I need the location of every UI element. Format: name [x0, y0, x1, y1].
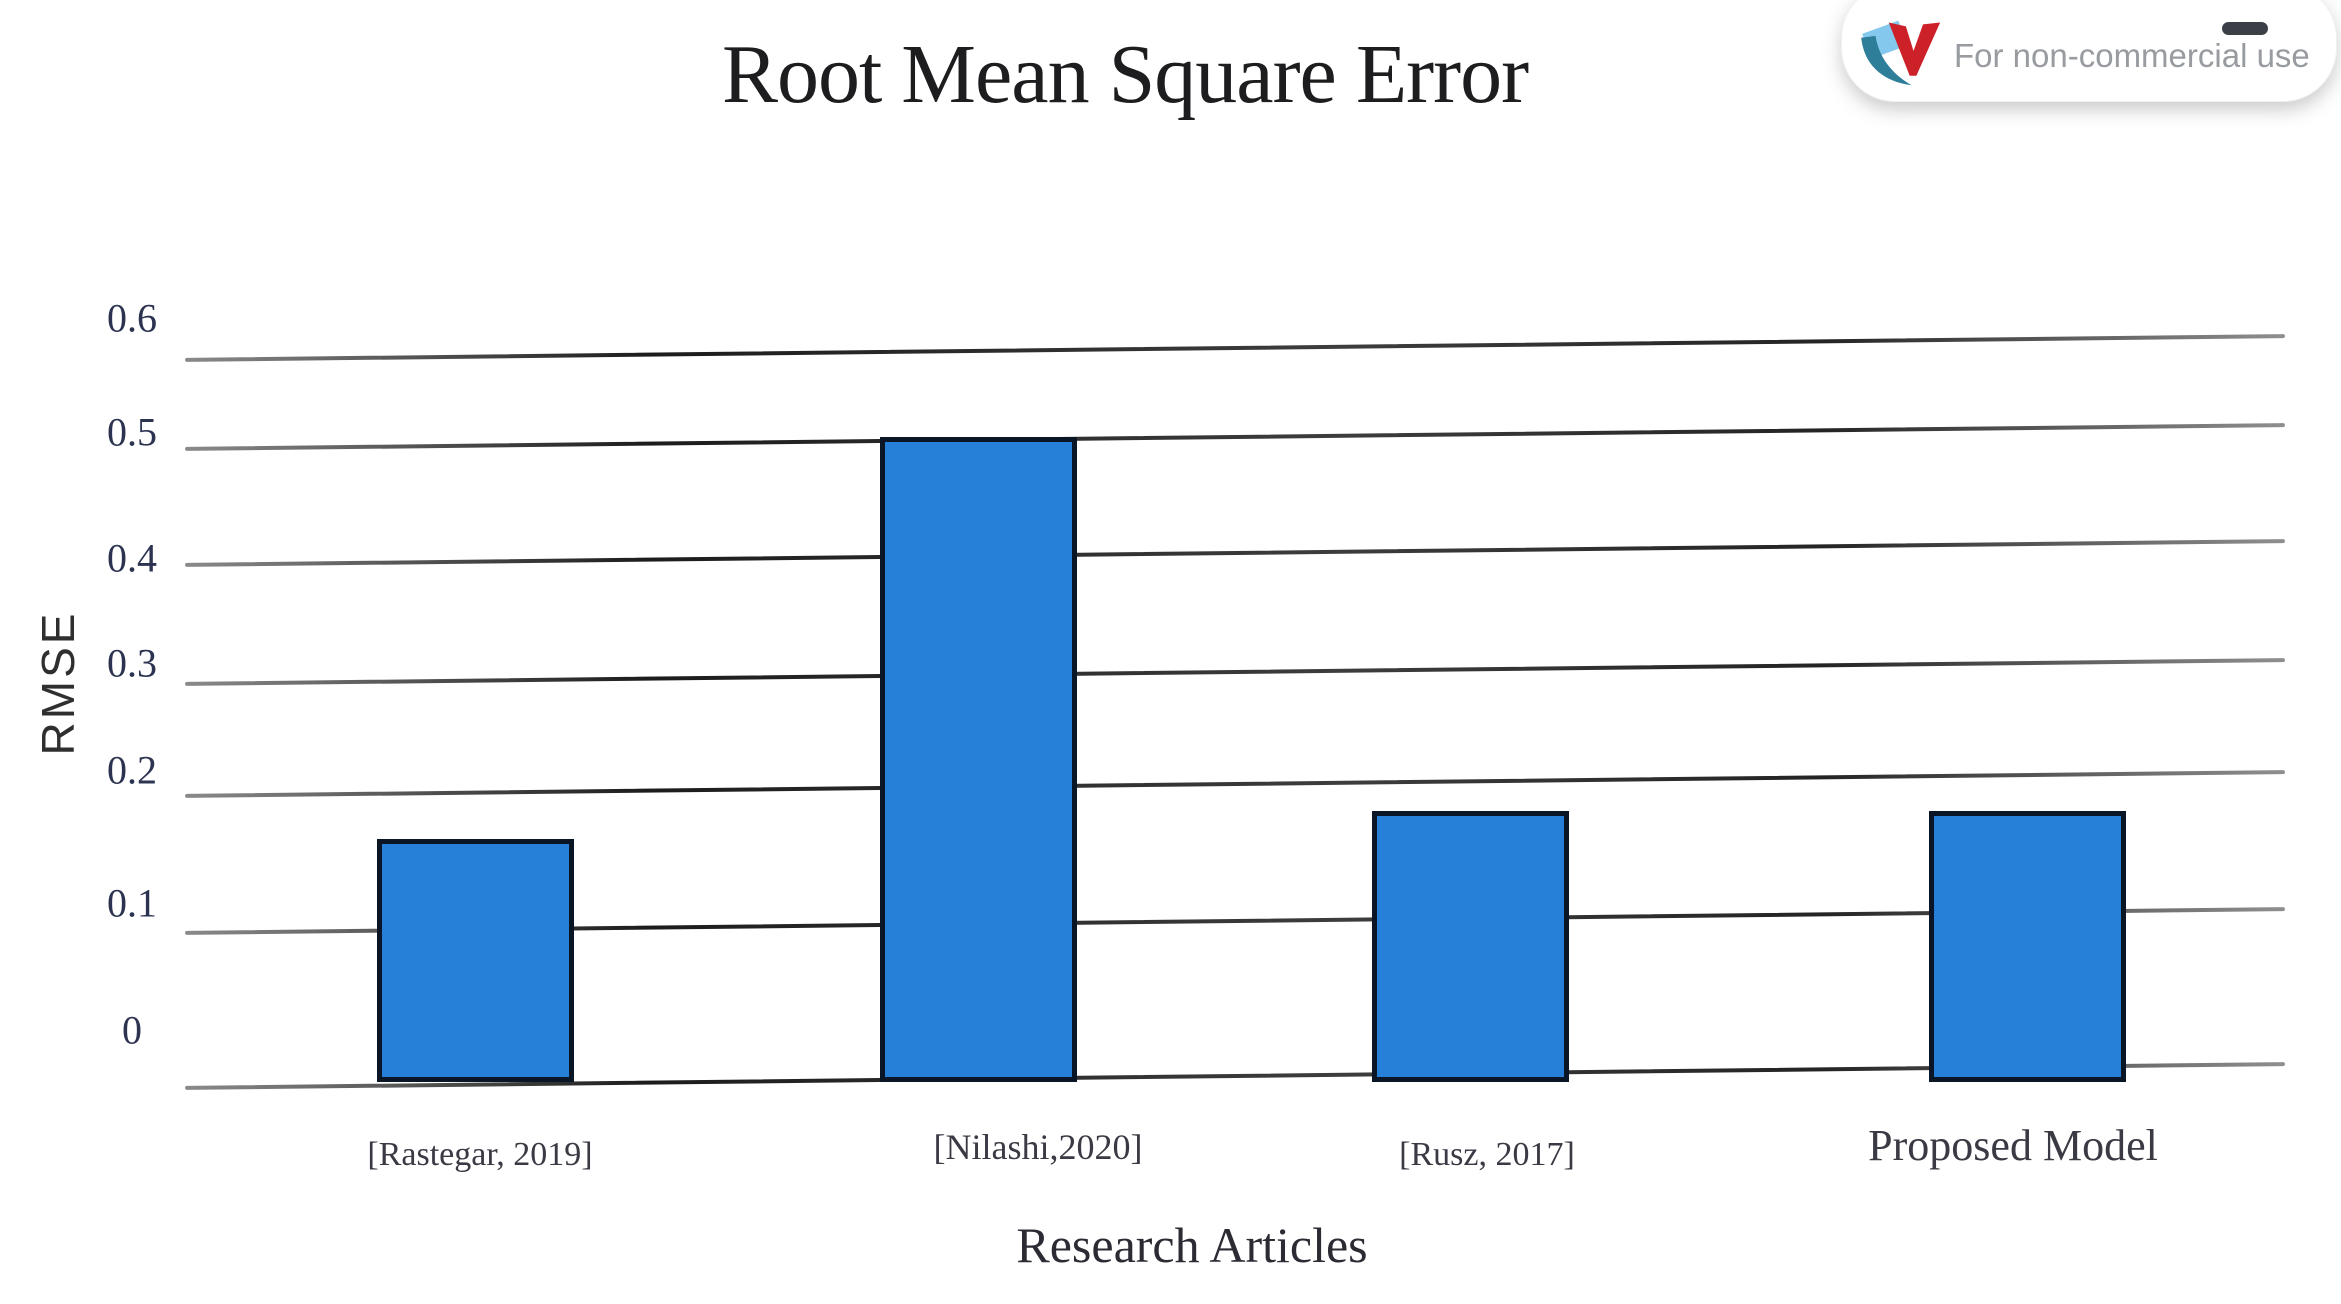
bar-nilashi-2020 — [879, 437, 1077, 1082]
gridline-0.4 — [185, 539, 2285, 567]
y-tick-label-0.6: 0.6 — [107, 295, 157, 341]
bar-rastegar-2019 — [376, 838, 574, 1082]
gridline-0.5 — [185, 423, 2285, 451]
x-axis-label: Research Articles — [1016, 1217, 1368, 1273]
y-tick-label-0.4: 0.4 — [107, 535, 157, 581]
pdf-editor-logo-icon — [1861, 20, 1941, 86]
bar-proposed-model — [1928, 811, 2126, 1082]
gridline-0.2 — [185, 770, 2285, 798]
y-tick-label-0.5: 0.5 — [107, 409, 157, 455]
chart-title: Root Mean Square Error — [721, 28, 1529, 121]
watermark-pill: For non-commercial use — [1841, 0, 2337, 102]
y-tick-label-0.3: 0.3 — [107, 640, 157, 686]
watermark-corner-dash — [2222, 22, 2268, 35]
bar-rusz-2017 — [1371, 811, 1569, 1082]
x-tick-label-rastegar-2019: [Rastegar, 2019] — [367, 1136, 593, 1173]
x-tick-label-proposed-model: Proposed Model — [1868, 1121, 2158, 1170]
y-tick-label-0.1: 0.1 — [107, 880, 157, 926]
y-tick-label-0.2: 0.2 — [107, 747, 157, 793]
y-tick-label-0: 0 — [122, 1007, 142, 1053]
gridline-0.3 — [185, 658, 2285, 686]
x-tick-label-rusz-2017: [Rusz, 2017] — [1399, 1136, 1575, 1173]
x-tick-label-nilashi-2020: [Nilashi,2020] — [933, 1127, 1143, 1167]
y-axis-label: RMSE — [32, 610, 84, 756]
gridline-0.6 — [185, 334, 2285, 362]
watermark-text: For non-commercial use — [1954, 37, 2310, 74]
